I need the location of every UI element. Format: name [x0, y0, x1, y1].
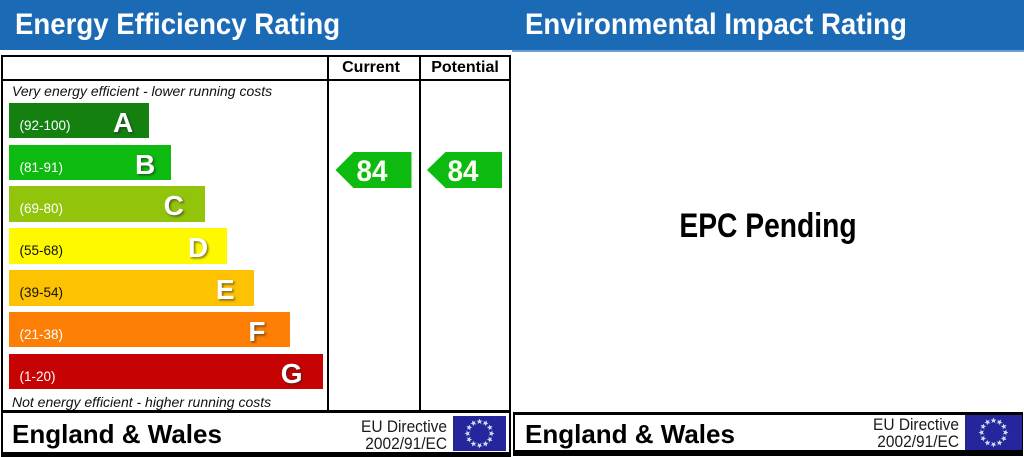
- svg-text:84: 84: [448, 155, 479, 188]
- svg-text:84: 84: [357, 155, 388, 188]
